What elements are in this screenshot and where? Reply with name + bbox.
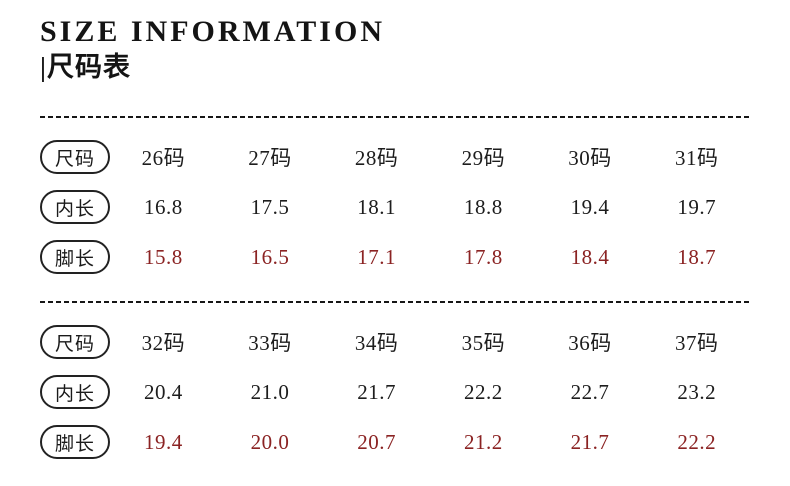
size-value: 30码 [568,146,612,170]
size-value: 33码 [248,331,292,355]
row-cells: 19.4 20.0 20.7 21.2 21.7 22.2 [110,430,750,455]
size-value: 27码 [248,146,292,170]
inner-length-value: 16.8 [143,194,183,219]
size-value: 35码 [461,331,506,355]
row-label: 尺码 [54,333,95,355]
row-cells: 15.8 16.5 17.1 17.8 18.4 18.7 [110,245,750,270]
foot-length-value: 19.4 [143,429,183,454]
size-value: 36码 [568,331,612,355]
page-subtitle: |尺码表 [40,52,131,82]
row-label-badge: 内长 [40,190,110,224]
row-cells: 20.4 21.0 21.7 22.2 22.7 23.2 [110,380,750,405]
size-value: 32码 [141,331,186,355]
foot-length-value: 15.8 [143,244,183,269]
size-table-large: 尺码 32码 33码 34码 35码 36码 37码 内长 20.4 21.0 … [40,303,750,486]
row-cells: 32码 33码 34码 35码 36码 37码 [110,327,750,357]
row-label-badge: 脚长 [40,240,110,274]
inner-length-value: 21.0 [250,379,290,404]
inner-length-value: 18.1 [357,194,397,219]
foot-length-value: 18.4 [570,244,610,269]
row-cells: 16.8 17.5 18.1 18.8 19.4 19.7 [110,195,750,220]
size-value: 28码 [354,146,399,170]
inner-length-value: 19.4 [570,194,610,219]
size-value: 31码 [674,146,719,170]
inner-length-value: 17.5 [250,194,290,219]
inner-length-value: 23.2 [677,379,717,404]
row-label: 内长 [54,383,95,405]
size-value: 29码 [461,146,506,170]
foot-length-value: 21.7 [570,429,610,454]
divider-top [40,116,750,118]
foot-length-value: 20.0 [250,429,290,454]
inner-length-value: 22.7 [570,379,610,404]
table-row-foot-length: 脚长 15.8 16.5 17.1 17.8 18.4 18.7 [40,232,750,282]
inner-length-value: 22.2 [463,379,503,404]
foot-length-value: 20.7 [357,429,397,454]
row-label: 尺码 [54,148,95,170]
foot-length-value: 17.8 [463,244,503,269]
row-label-badge: 内长 [40,375,110,409]
row-label: 脚长 [54,433,95,455]
row-label-badge: 尺码 [40,140,110,174]
size-value: 34码 [354,331,399,355]
row-label: 内长 [54,198,95,220]
row-cells: 26码 27码 28码 29码 30码 31码 [110,142,750,172]
row-label-badge: 脚长 [40,425,110,459]
size-table-small: 尺码 26码 27码 28码 29码 30码 31码 内长 16.8 17.5 … [40,118,750,301]
table-row-size: 尺码 26码 27码 28码 29码 30码 31码 [40,132,750,182]
inner-length-value: 19.7 [677,194,717,219]
row-label-badge: 尺码 [40,325,110,359]
divider-middle [40,301,750,303]
table-row-inner-length: 内长 20.4 21.0 21.7 22.2 22.7 23.2 [40,367,750,417]
foot-length-value: 17.1 [357,244,397,269]
inner-length-value: 18.8 [463,194,503,219]
table-row-foot-length: 脚长 19.4 20.0 20.7 21.2 21.7 22.2 [40,417,750,467]
inner-length-value: 21.7 [357,379,397,404]
header: SIZE INFORMATION |尺码表 [40,16,750,84]
inner-length-value: 20.4 [143,379,183,404]
row-label: 脚长 [54,248,95,270]
foot-length-value: 18.7 [677,244,717,269]
foot-length-value: 16.5 [250,244,290,269]
foot-length-value: 22.2 [677,429,717,454]
size-value: 26码 [141,146,186,170]
table-row-inner-length: 内长 16.8 17.5 18.1 18.8 19.4 19.7 [40,182,750,232]
size-value: 37码 [674,331,719,355]
table-row-size: 尺码 32码 33码 34码 35码 36码 37码 [40,317,750,367]
foot-length-value: 21.2 [463,429,503,454]
page-title: SIZE INFORMATION [40,15,385,48]
